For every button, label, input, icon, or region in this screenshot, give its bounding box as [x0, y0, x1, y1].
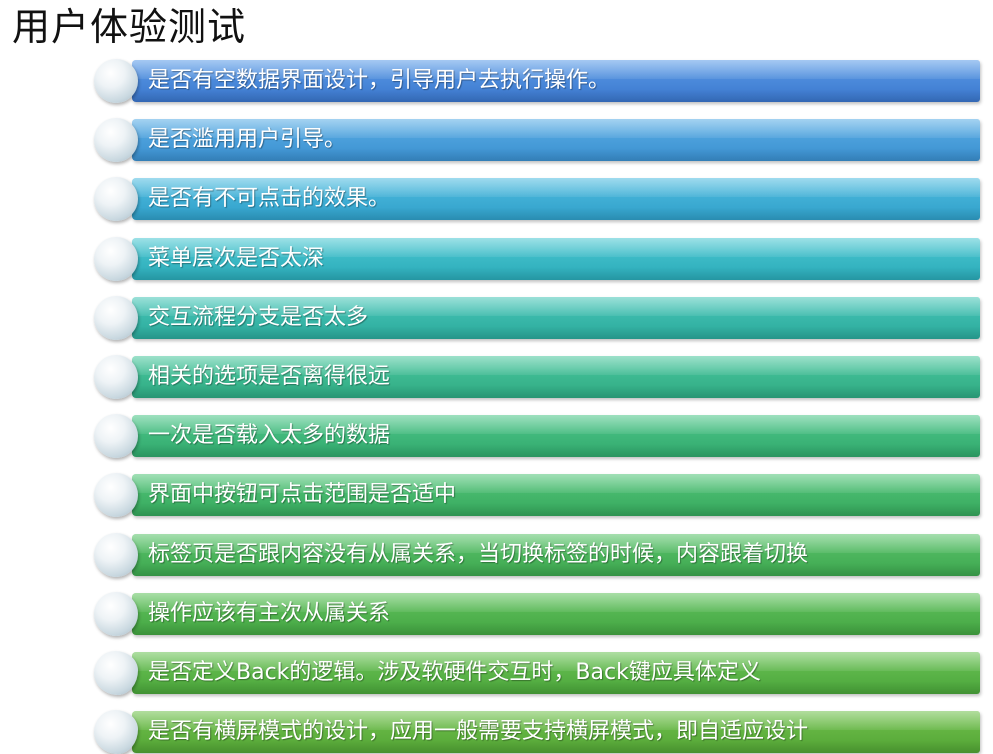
- list-item-text: 操作应该有主次从属关系: [148, 601, 391, 626]
- list-item-bar: 相关的选项是否离得很远: [132, 356, 980, 398]
- bullet-orb-icon: [94, 592, 138, 636]
- list-item-bar: 交互流程分支是否太多: [132, 297, 980, 339]
- list-item: 操作应该有主次从属关系: [94, 591, 984, 639]
- list-item-text: 交互流程分支是否太多: [148, 305, 369, 330]
- list-item: 菜单层次是否太深: [94, 236, 984, 284]
- list-item-bar: 是否滥用用户引导。: [132, 119, 980, 161]
- list-item-text: 一次是否载入太多的数据: [148, 423, 391, 448]
- list-item: 交互流程分支是否太多: [94, 295, 984, 343]
- list-item-bar: 是否有不可点击的效果。: [132, 178, 980, 220]
- list-item-text: 是否有空数据界面设计，引导用户去执行操作。: [148, 68, 611, 93]
- bullet-orb-icon: [94, 177, 138, 221]
- list-item-bar: 是否有横屏模式的设计，应用一般需要支持横屏模式，即自适应设计: [132, 711, 980, 753]
- list-item-bar: 标签页是否跟内容没有从属关系，当切换标签的时候，内容跟着切换: [132, 534, 980, 576]
- list-item-text: 是否滥用用户引导。: [148, 127, 347, 152]
- list-item: 是否滥用用户引导。: [94, 117, 984, 165]
- list-item: 是否有不可点击的效果。: [94, 176, 984, 224]
- list-item-bar: 是否有空数据界面设计，引导用户去执行操作。: [132, 60, 980, 102]
- list-item-bar: 操作应该有主次从属关系: [132, 593, 980, 635]
- list-item: 是否定义Back的逻辑。涉及软硬件交互时，Back键应具体定义: [94, 650, 984, 698]
- page-title: 用户体验测试: [12, 5, 247, 49]
- list-item-text: 是否有不可点击的效果。: [148, 186, 391, 211]
- list-item-text: 是否有横屏模式的设计，应用一般需要支持横屏模式，即自适应设计: [148, 719, 809, 744]
- list-item: 标签页是否跟内容没有从属关系，当切换标签的时候，内容跟着切换: [94, 532, 984, 580]
- list-item-bar: 菜单层次是否太深: [132, 238, 980, 280]
- list-item-bar: 界面中按钮可点击范围是否适中: [132, 474, 980, 516]
- bullet-orb-icon: [94, 296, 138, 340]
- list-item-text: 菜单层次是否太深: [148, 246, 325, 271]
- list-item-text: 相关的选项是否离得很远: [148, 364, 391, 389]
- bullet-orb-icon: [94, 59, 138, 103]
- list-item-text: 是否定义Back的逻辑。涉及软硬件交互时，Back键应具体定义: [148, 660, 761, 685]
- list-item: 是否有横屏模式的设计，应用一般需要支持横屏模式，即自适应设计: [94, 709, 984, 754]
- bullet-orb-icon: [94, 118, 138, 162]
- list-item: 是否有空数据界面设计，引导用户去执行操作。: [94, 58, 984, 106]
- bullet-orb-icon: [94, 414, 138, 458]
- bullet-orb-icon: [94, 651, 138, 695]
- list-item-bar: 是否定义Back的逻辑。涉及软硬件交互时，Back键应具体定义: [132, 652, 980, 694]
- bullet-orb-icon: [94, 710, 138, 754]
- bullet-orb-icon: [94, 237, 138, 281]
- list-item: 一次是否载入太多的数据: [94, 413, 984, 461]
- list-item-bar: 一次是否载入太多的数据: [132, 415, 980, 457]
- list-item-text: 界面中按钮可点击范围是否适中: [148, 482, 457, 507]
- bullet-orb-icon: [94, 355, 138, 399]
- bullet-orb-icon: [94, 533, 138, 577]
- bullet-orb-icon: [94, 473, 138, 517]
- list-item: 界面中按钮可点击范围是否适中: [94, 472, 984, 520]
- list-item-text: 标签页是否跟内容没有从属关系，当切换标签的时候，内容跟着切换: [148, 542, 809, 567]
- list-item: 相关的选项是否离得很远: [94, 354, 984, 402]
